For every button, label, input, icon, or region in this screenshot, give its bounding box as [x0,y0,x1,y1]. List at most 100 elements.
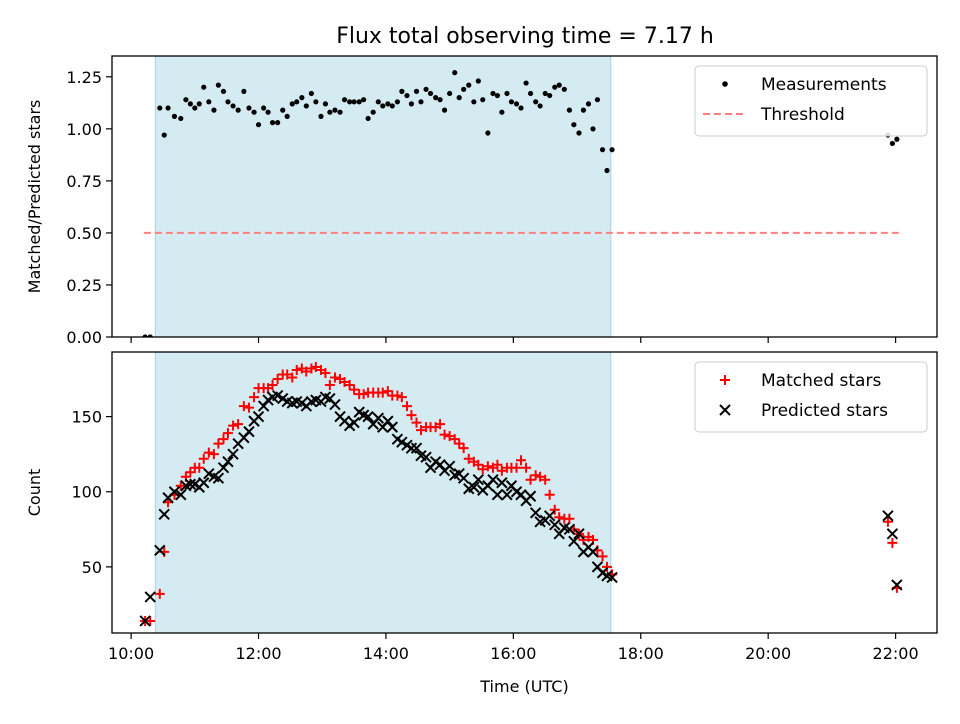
data-point-plus [324,380,335,391]
data-point [370,109,376,115]
data-point-x [501,489,513,501]
data-point [590,126,596,132]
data-point-x [405,442,418,454]
x-axis-label: Time (UTC) [479,677,568,696]
data-point-plus [887,537,898,548]
data-point [341,97,348,103]
data-point [220,88,227,94]
legend-label: Threshold [760,105,845,125]
data-point [585,101,592,107]
data-point [351,99,357,105]
data-point-plus [329,372,340,383]
data-point-plus [306,363,317,374]
data-point-x [606,571,618,584]
data-point [894,136,900,142]
data-point-plus [882,516,893,527]
data-point-plus [208,449,219,460]
data-point-x [139,615,151,627]
plot-area [139,362,903,627]
data-point [561,86,567,92]
series-predicted-stars [139,389,903,627]
x-tick-label: 20:00 [745,644,791,663]
data-point [527,90,534,97]
data-point [206,99,212,105]
data-point-plus [213,438,224,449]
legend: Matched stars Predicted stars [694,361,928,433]
data-point-x [227,448,239,460]
data-point-x [549,519,561,531]
data-point-plus [530,470,541,481]
y-tick-label: 150 [71,408,102,427]
data-point [171,113,178,119]
data-point-plus [194,462,205,473]
data-point [337,109,343,115]
legend-label: Measurements [761,75,887,95]
data-point [471,99,477,105]
data-point [475,78,481,84]
data-point-x [175,489,187,501]
data-point-x [222,455,234,468]
data-point-x [573,528,585,540]
data-point-plus [439,429,450,440]
y-tick-label: 0.00 [66,328,102,347]
data-point-x [252,410,265,423]
y-tick-label: 0.75 [66,172,102,191]
data-point [533,99,539,105]
data-point-x [420,451,432,463]
data-point [261,105,267,111]
data-point-plus [396,392,407,403]
data-point-plus [175,480,186,491]
data-point [537,103,543,109]
data-point [322,101,329,107]
data-point-plus [463,453,474,464]
data-point [599,147,606,153]
data-point [211,107,217,113]
data-point-x [568,535,580,548]
series-matched-stars [140,362,902,626]
data-point-x [184,478,197,490]
data-point-plus [243,402,254,413]
data-point-plus [198,453,209,464]
data-point-plus [449,434,460,445]
x-tick-label: 16:00 [490,644,536,663]
data-point-plus [145,615,156,626]
data-point-x [386,421,399,433]
data-point [452,70,458,76]
data-point-plus [349,384,360,395]
data-point-x [468,481,480,493]
legend-label: Predicted stars [761,401,888,421]
data-point-plus [406,410,417,421]
x-tick-label: 12:00 [235,644,281,663]
data-point [576,130,582,136]
data-point-x [491,489,504,501]
data-point-plus [203,447,214,458]
data-point [447,90,453,97]
data-point-x [543,510,556,522]
plot-area [142,70,900,337]
data-point-x [496,477,508,489]
data-point [552,84,558,90]
data-point-x [434,458,446,471]
data-point [408,101,415,107]
data-point [215,82,221,88]
data-point-x [271,389,284,402]
data-point [485,130,491,136]
data-point [413,88,420,94]
data-point [318,113,324,119]
data-point [542,90,548,97]
x-tick-label: 14:00 [363,644,409,663]
data-point-x [457,472,470,484]
data-point-x [257,400,270,412]
data-point-plus [320,368,331,379]
data-point [513,101,520,107]
data-point [375,99,381,105]
data-point [280,107,286,113]
data-point [418,99,424,105]
axes-frame [111,351,938,634]
bottom-panel: 50 100 150 10:00 12:00 14:00 16:00 18:00 20:00 22… [25,351,938,696]
y-tick-label: 0.50 [66,224,102,243]
data-point [547,92,553,99]
data-point [423,86,429,92]
data-point-x [886,528,899,540]
